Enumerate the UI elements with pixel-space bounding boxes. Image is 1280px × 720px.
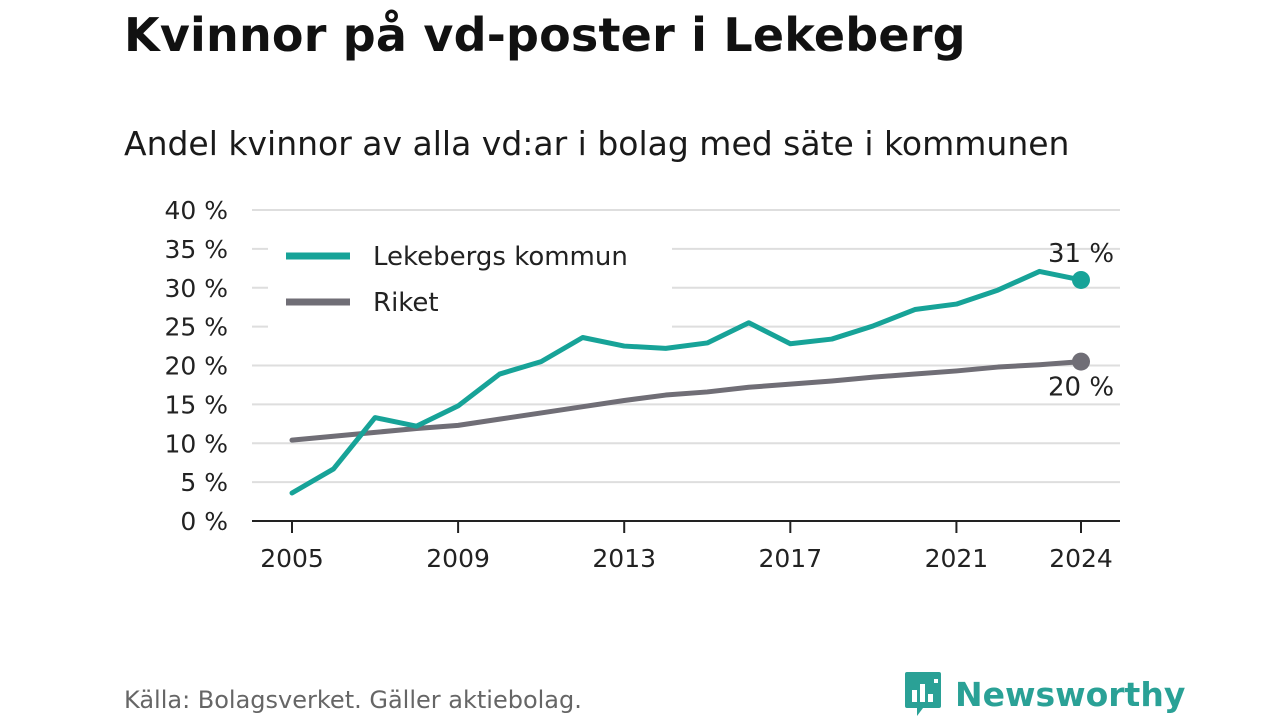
x-tick-label: 2005 <box>260 544 324 573</box>
newsworthy-logo: Newsworthy <box>903 670 1185 718</box>
legend-background <box>268 236 672 328</box>
series-end-point <box>1072 270 1090 289</box>
chart-title: Kvinnor på vd-poster i Lekeberg <box>124 8 966 62</box>
x-tick-label: 2009 <box>426 544 490 573</box>
y-tick-label: 30 % <box>164 274 228 303</box>
y-tick-label: 25 % <box>164 313 228 342</box>
source-note: Källa: Bolagsverket. Gäller aktiebolag. <box>124 686 582 714</box>
brand-name: Newsworthy <box>955 674 1186 714</box>
x-tick-label: 2013 <box>592 544 656 573</box>
y-tick-label: 20 % <box>164 352 228 381</box>
y-tick-label: 5 % <box>180 468 228 497</box>
x-tick-label: 2017 <box>759 544 823 573</box>
x-tick-label: 2024 <box>1049 544 1113 573</box>
x-tick-label: 2021 <box>925 544 989 573</box>
chart-subtitle: Andel kvinnor av alla vd:ar i bolag med … <box>124 124 1070 163</box>
y-tick-label: 10 % <box>164 429 228 458</box>
y-tick-label: 35 % <box>164 235 228 264</box>
data-label: 31 % <box>1048 239 1114 269</box>
legend-label: Lekebergs kommun <box>373 242 628 272</box>
series-end-point <box>1072 352 1090 371</box>
data-label: 20 % <box>1048 373 1114 403</box>
y-tick-label: 0 % <box>180 507 228 536</box>
line-chart: 0 % 5 % 10 % 15 % 20 % 25 % 30 % 35 % 40 % 2005 20… <box>164 196 1120 573</box>
series-line <box>289 268 1084 496</box>
y-tick-label: 15 % <box>164 390 228 419</box>
newsworthy-logo-icon <box>905 672 941 716</box>
series-line <box>289 359 1084 443</box>
y-tick-label: 40 % <box>164 196 228 225</box>
legend-label: Riket <box>373 288 439 318</box>
